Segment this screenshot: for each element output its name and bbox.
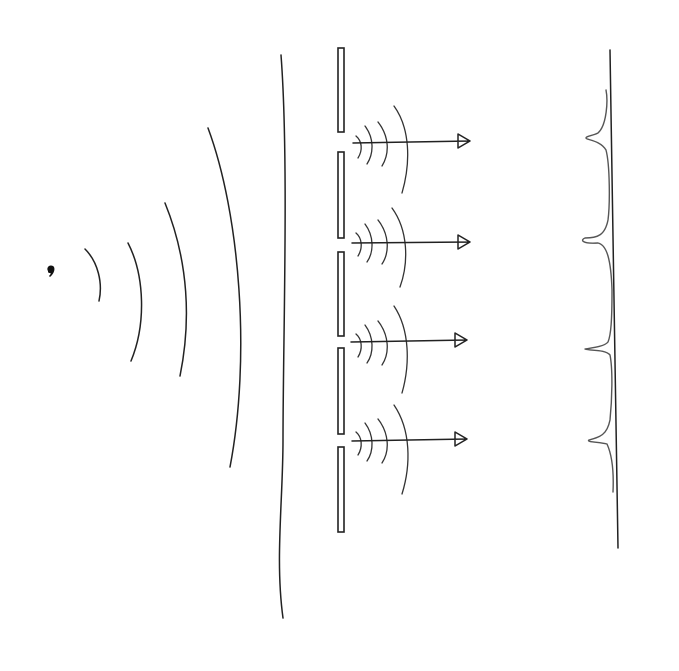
slit-1-arc-1 — [355, 135, 362, 159]
screen-line — [609, 49, 619, 549]
slit-4-arc-2 — [364, 422, 373, 462]
slit-2-arc-2 — [364, 223, 373, 263]
wavefront-2 — [127, 242, 143, 362]
slit-1-arrow-icon — [352, 133, 471, 149]
slit-3-arc-3 — [377, 320, 388, 366]
barrier-segment-4 — [337, 347, 345, 435]
slit-4-arc-4 — [393, 404, 409, 495]
barrier-segment-1 — [337, 47, 345, 133]
slit-4-arc-3 — [377, 418, 388, 464]
source-dot-icon — [47, 265, 55, 277]
screen — [609, 49, 619, 549]
incoming-wavefronts — [84, 54, 286, 619]
barrier-segment-3 — [337, 251, 345, 337]
barrier — [337, 47, 345, 533]
intensity-curve — [581, 89, 614, 493]
slit-2-arc-4 — [391, 207, 407, 288]
slit-3-waves — [350, 305, 468, 394]
wavefront-4 — [207, 127, 242, 468]
wavefront-5 — [278, 54, 286, 619]
slit-1-arc-2 — [364, 125, 373, 165]
barrier-segment-5 — [337, 446, 345, 533]
slit-1-arc-4 — [393, 105, 409, 194]
slit-4-waves — [351, 404, 468, 495]
wavefront-1 — [84, 248, 102, 302]
slit-1-waves — [352, 105, 471, 194]
slit-4-arc-1 — [355, 431, 362, 456]
slit-3-arrow-icon — [350, 332, 468, 348]
slit-2-waves — [351, 207, 471, 288]
point-source — [47, 265, 55, 277]
wavefront-3 — [164, 202, 188, 377]
slit-2-arrow-icon — [351, 234, 471, 250]
slit-3-arc-4 — [393, 305, 408, 394]
slit-3-arc-1 — [355, 333, 362, 358]
slit-2-arc-1 — [355, 232, 362, 257]
barrier-segment-2 — [337, 151, 345, 239]
slit-3-arc-2 — [364, 324, 373, 364]
slit-4-arrow-icon — [351, 431, 468, 447]
slit-1-arc-3 — [377, 121, 388, 167]
intensity-pattern — [581, 89, 614, 493]
